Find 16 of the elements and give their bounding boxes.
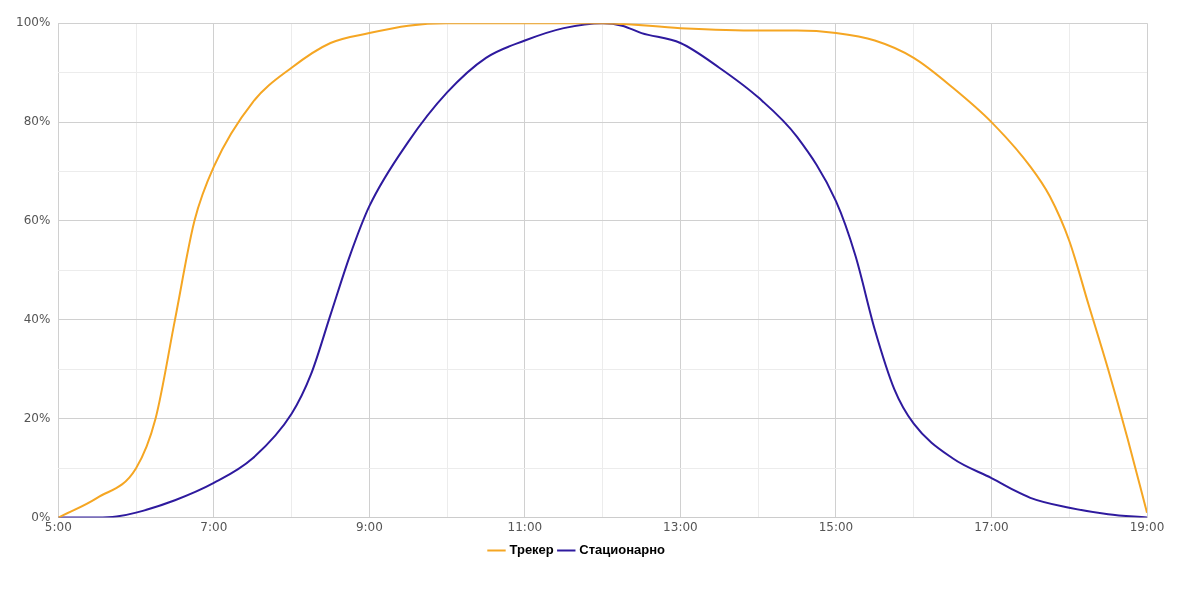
legend-label: Трекер [509,542,554,558]
x-tick-label: 5:00 [44,519,72,534]
x-tick-label: 11:00 [507,519,543,534]
x-tick-label: 19:00 [1129,519,1165,534]
line-series [58,23,1147,518]
x-tick-label: 9:00 [355,519,383,534]
y-tick-label: 100% [15,15,51,30]
x-tick-label: 15:00 [818,519,854,534]
y-tick-label: 20% [23,410,51,425]
x-tick-label: 13:00 [663,519,698,534]
y-tick-label: 60% [23,213,51,228]
y-tick-label: 80% [23,114,51,129]
x-tick-label: 7:00 [200,519,228,534]
legend-label: Стационарно [579,542,666,558]
y-tick-label: 40% [23,311,51,326]
x-tick-label: 17:00 [974,519,1009,534]
